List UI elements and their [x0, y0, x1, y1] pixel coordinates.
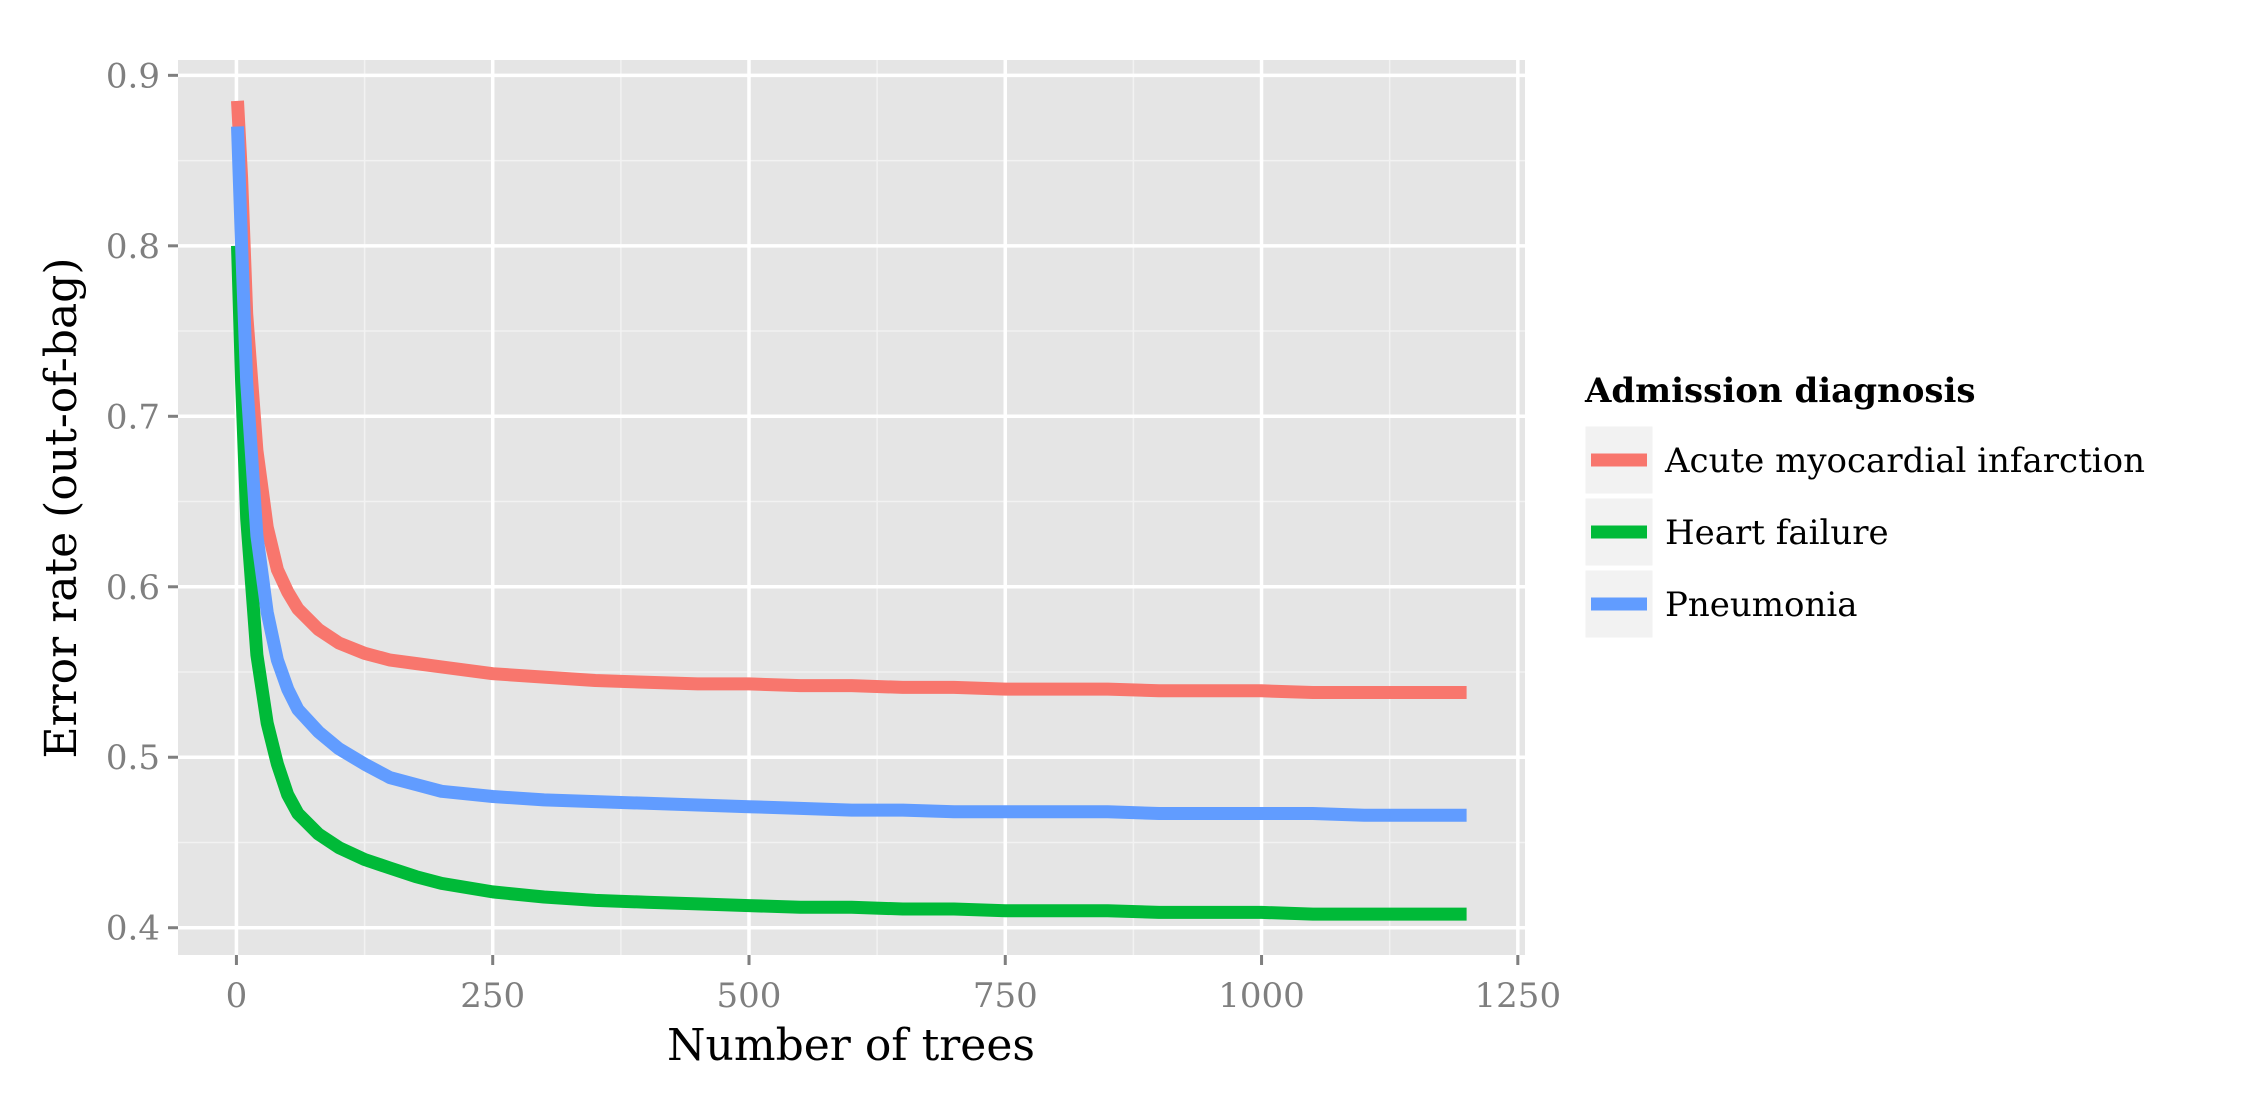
x-tick-label: 250	[460, 976, 525, 1016]
x-tick-label: 1000	[1218, 976, 1305, 1016]
y-tick-label: 0.5	[106, 738, 160, 778]
legend-label: Heart failure	[1665, 513, 1889, 553]
legend-label: Pneumonia	[1665, 585, 1858, 625]
axis-ticks	[168, 73, 1520, 965]
series-lines	[231, 100, 1467, 921]
y-tick-label: 0.7	[106, 397, 160, 437]
x-tick-labels: 0 250 500 750 1000 1250	[226, 976, 1561, 1016]
plot-panel	[178, 60, 1525, 955]
legend-label: Acute myocardial infarction	[1664, 441, 2145, 481]
minor-grid	[178, 60, 1525, 955]
series-line-3	[231, 126, 1467, 822]
series-line-1	[231, 100, 1467, 699]
series-line-2	[231, 245, 1467, 921]
x-axis-title: Number of trees	[667, 1020, 1035, 1071]
y-tick-label: 0.4	[106, 909, 160, 949]
legend-title: Admission diagnosis	[1584, 371, 1976, 411]
x-tick-label: 1250	[1475, 976, 1562, 1016]
x-tick-label: 750	[973, 976, 1038, 1016]
y-axis-title: Error rate (out-of-bag)	[36, 257, 87, 758]
y-tick-labels: 0.4 0.5 0.6 0.7 0.8 0.9	[106, 56, 160, 948]
x-tick-label: 0	[226, 976, 248, 1016]
x-tick-label: 500	[717, 976, 782, 1016]
y-tick-label: 0.8	[106, 227, 160, 267]
y-tick-label: 0.6	[106, 568, 160, 608]
y-tick-label: 0.9	[106, 56, 160, 96]
legend: Admission diagnosis Acute myocardial inf…	[1584, 371, 2145, 639]
